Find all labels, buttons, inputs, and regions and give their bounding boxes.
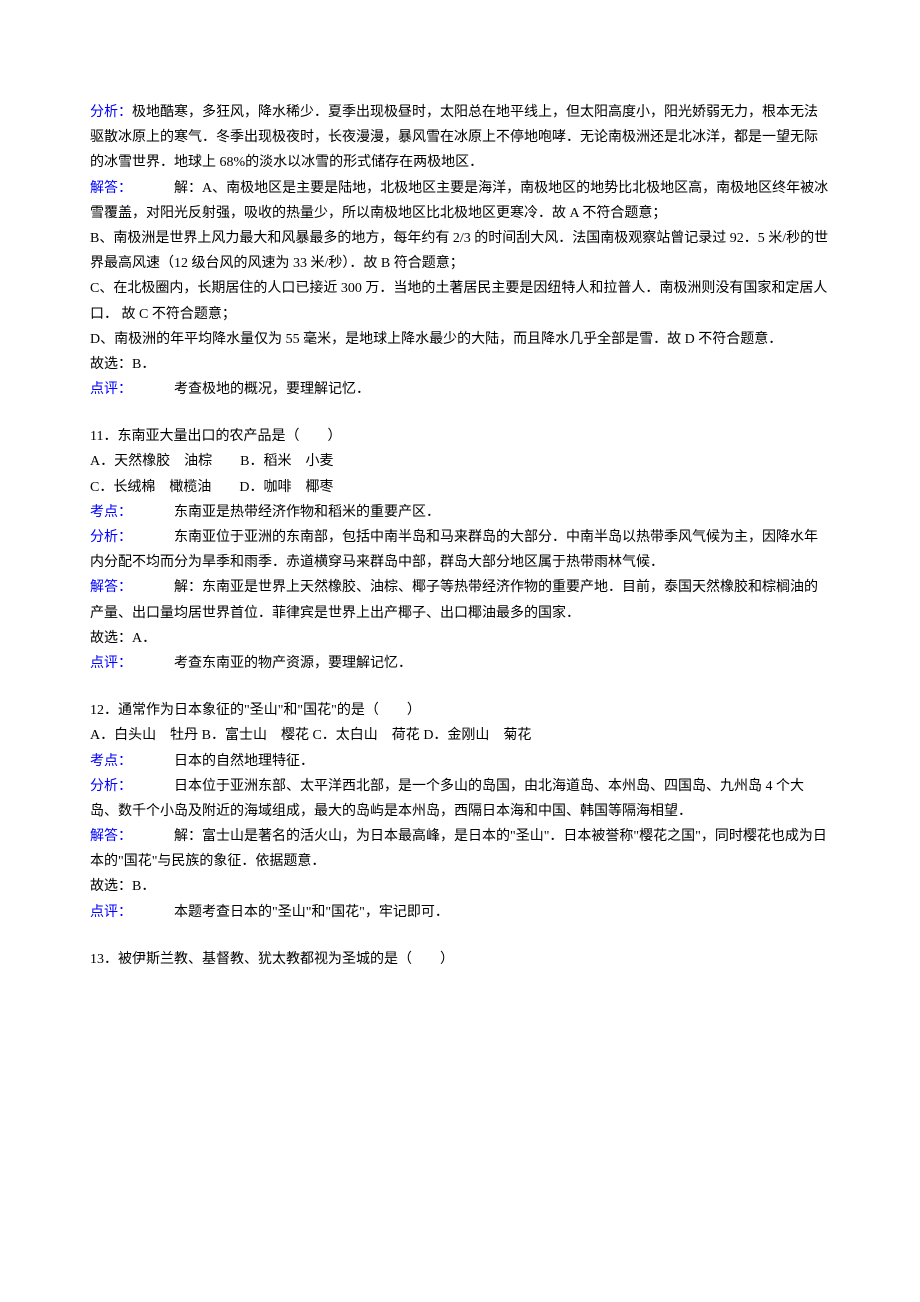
- point-label: 考点：: [90, 754, 132, 769]
- options-row: A．白头山 牡丹 B．富士山 樱花 C．太白山 荷花 D．金刚山 菊花: [90, 723, 830, 748]
- answer-c: C、在北极圈内，长期居住的人口已接近 300 万．当地的土著居民主要是因纽特人和…: [90, 276, 830, 326]
- review-section: 点评： 本题考查日本的"圣山"和"国花"，牢记即可．: [90, 900, 830, 925]
- answer-a-text: 解：A、南极地区是主要是陆地，北极地区主要是海洋，南极地区的地势比北极地区高，南…: [90, 181, 828, 221]
- review-text: 考查极地的概况，要理解记忆．: [174, 382, 370, 397]
- analysis-label: 分析：: [90, 530, 132, 545]
- option-a: A．白头山 牡丹: [90, 728, 198, 743]
- point-label: 考点：: [90, 505, 132, 520]
- question-10-solution: 分析：极地酷寒，多狂风，降水稀少．夏季出现极昼时，太阳总在地平线上，但太阳高度小…: [90, 100, 830, 402]
- option-d: D．金刚山 菊花: [423, 728, 531, 743]
- question-12: 12．通常作为日本象征的"圣山"和"国花"的是（ ） A．白头山 牡丹 B．富士…: [90, 698, 830, 925]
- answer-section: 解答：解：东南亚是世界上天然橡胶、油棕、椰子等热带经济作物的重要产地．目前，泰国…: [90, 575, 830, 625]
- review-text: 本题考查日本的"圣山"和"国花"，牢记即可．: [174, 905, 449, 920]
- option-d: D．咖啡 椰枣: [239, 480, 333, 495]
- question-title: 11．东南亚大量出口的农产品是（ ）: [90, 424, 830, 449]
- answer-final: 故选：B．: [90, 874, 830, 899]
- review-label: 点评：: [90, 382, 132, 397]
- analysis-text: 日本位于亚洲东部、太平洋西北部，是一个多山的岛国，由北海道岛、本州岛、四国岛、九…: [90, 779, 804, 819]
- question-13: 13．被伊斯兰教、基督教、犹太教都视为圣城的是（ ）: [90, 947, 830, 972]
- question-11: 11．东南亚大量出口的农产品是（ ） A．天然橡胶 油棕 B．稻米 小麦 C．长…: [90, 424, 830, 676]
- answer-label: 解答：: [90, 829, 132, 844]
- answer-label: 解答：: [90, 181, 132, 196]
- analysis-label: 分析：: [90, 779, 132, 794]
- review-label: 点评：: [90, 656, 132, 671]
- answer-section: 解答：解：富士山是著名的活火山，为日本最高峰，是日本的"圣山"．日本被誉称"樱花…: [90, 824, 830, 874]
- answer-label: 解答：: [90, 580, 132, 595]
- analysis-text: 东南亚位于亚洲的东南部，包括中南半岛和马来群岛的大部分．中南半岛以热带季风气候为…: [90, 530, 818, 570]
- answer-final: 故选：B．: [90, 352, 830, 377]
- options-row-2: C．长绒棉 橄榄油 D．咖啡 椰枣: [90, 475, 830, 500]
- answer-text: 解：富士山是著名的活火山，为日本最高峰，是日本的"圣山"．日本被誉称"樱花之国"…: [90, 829, 827, 869]
- options-row-1: A．天然橡胶 油棕 B．稻米 小麦: [90, 449, 830, 474]
- answer-final: 故选：A．: [90, 626, 830, 651]
- analysis-label: 分析：: [90, 105, 132, 120]
- question-title: 12．通常作为日本象征的"圣山"和"国花"的是（ ）: [90, 698, 830, 723]
- answer-d: D、南极洲的年平均降水量仅为 55 毫米，是地球上降水最少的大陆，而且降水几乎全…: [90, 327, 830, 352]
- option-c: C．长绒棉 橄榄油: [90, 480, 211, 495]
- analysis-section: 分析：日本位于亚洲东部、太平洋西北部，是一个多山的岛国，由北海道岛、本州岛、四国…: [90, 774, 830, 824]
- review-label: 点评：: [90, 905, 132, 920]
- point-section: 考点： 日本的自然地理特征．: [90, 749, 830, 774]
- analysis-section: 分析：极地酷寒，多狂风，降水稀少．夏季出现极昼时，太阳总在地平线上，但太阳高度小…: [90, 100, 830, 176]
- point-section: 考点： 东南亚是热带经济作物和稻米的重要产区．: [90, 500, 830, 525]
- review-section: 点评： 考查东南亚的物产资源，要理解记忆．: [90, 651, 830, 676]
- option-b: B．稻米 小麦: [240, 454, 333, 469]
- answer-text: 解：东南亚是世界上天然橡胶、油棕、椰子等热带经济作物的重要产地．目前，泰国天然橡…: [90, 580, 818, 620]
- analysis-section: 分析：东南亚位于亚洲的东南部，包括中南半岛和马来群岛的大部分．中南半岛以热带季风…: [90, 525, 830, 575]
- option-a: A．天然橡胶 油棕: [90, 454, 212, 469]
- point-text: 日本的自然地理特征．: [174, 754, 314, 769]
- review-text: 考查东南亚的物产资源，要理解记忆．: [174, 656, 412, 671]
- answer-section: 解答：解：A、南极地区是主要是陆地，北极地区主要是海洋，南极地区的地势比北极地区…: [90, 176, 830, 226]
- option-c: C．太白山 荷花: [312, 728, 419, 743]
- review-section: 点评： 考查极地的概况，要理解记忆．: [90, 377, 830, 402]
- option-b: B．富士山 樱花: [202, 728, 309, 743]
- question-title: 13．被伊斯兰教、基督教、犹太教都视为圣城的是（ ）: [90, 947, 830, 972]
- point-text: 东南亚是热带经济作物和稻米的重要产区．: [174, 505, 440, 520]
- answer-b: B、南极洲是世界上风力最大和风暴最多的地方，每年约有 2/3 的时间刮大风．法国…: [90, 226, 830, 276]
- analysis-text: 极地酷寒，多狂风，降水稀少．夏季出现极昼时，太阳总在地平线上，但太阳高度小，阳光…: [90, 105, 818, 170]
